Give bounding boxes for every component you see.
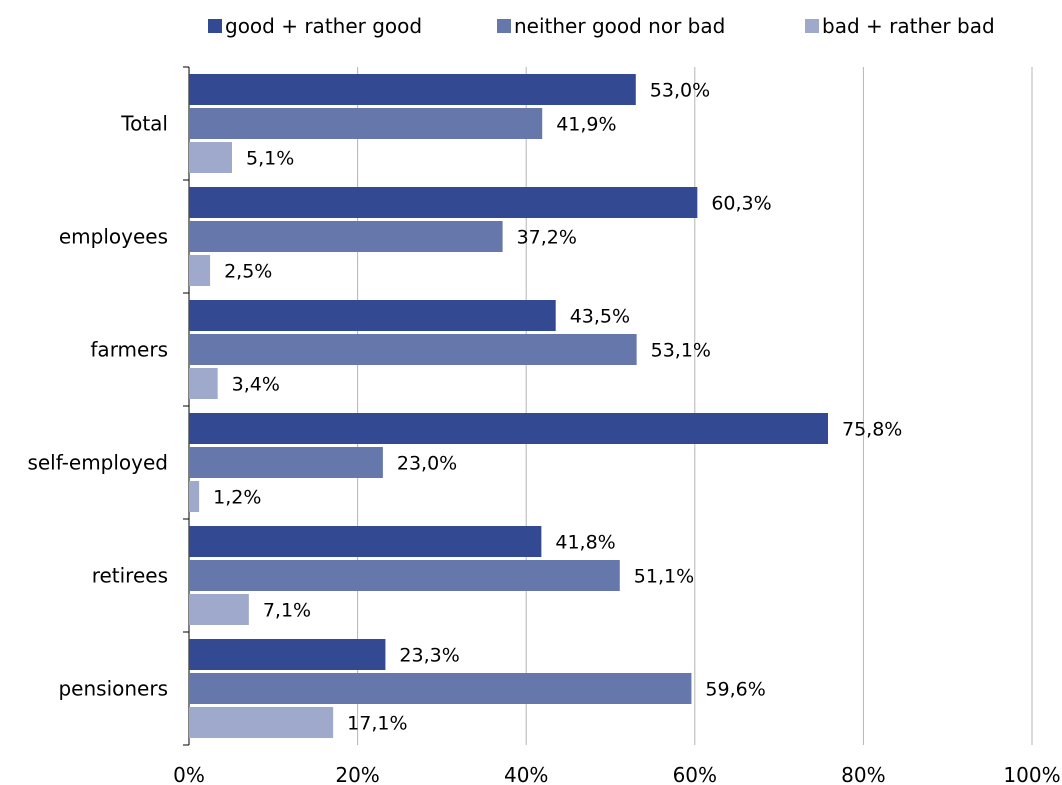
data-label: 75,8% (842, 419, 902, 441)
bar (189, 639, 386, 670)
data-label: 41,8% (555, 532, 615, 554)
bar (189, 560, 620, 591)
legend-label: neither good nor bad (514, 14, 725, 38)
category-label: farmers (90, 338, 168, 362)
data-label: 1,2% (213, 487, 261, 509)
data-label: 53,0% (650, 80, 710, 102)
bar (189, 594, 249, 625)
legend-swatch (805, 19, 819, 33)
data-label: 23,3% (399, 645, 459, 667)
data-label: 7,1% (263, 600, 311, 622)
category-label: Total (120, 112, 168, 136)
bar (189, 481, 200, 512)
data-label: 23,0% (397, 453, 457, 475)
bar (189, 526, 542, 557)
bar (189, 673, 692, 704)
bar (189, 108, 543, 139)
bar (189, 413, 828, 444)
data-label: 37,2% (517, 227, 577, 249)
legend-label: good + rather good (225, 14, 422, 38)
bar (189, 447, 383, 478)
data-label: 59,6% (705, 679, 765, 701)
data-label: 3,4% (232, 374, 280, 396)
category-label: employees (59, 225, 168, 249)
bar (189, 142, 232, 173)
legend-swatch (497, 19, 511, 33)
x-tick-label: 60% (673, 763, 717, 785)
data-label: 53,1% (651, 340, 711, 362)
x-tick-label: 80% (841, 763, 885, 785)
bar (189, 707, 334, 738)
category-label: retirees (92, 564, 168, 588)
data-label: 5,1% (246, 148, 294, 170)
x-tick-label: 100% (1003, 763, 1060, 785)
x-tick-label: 0% (173, 763, 205, 785)
x-tick-label: 20% (335, 763, 379, 785)
bar (189, 300, 556, 331)
data-label: 43,5% (570, 306, 630, 328)
legend-label: bad + rather bad (822, 14, 995, 38)
category-label: self-employed (27, 451, 168, 475)
data-label: 41,9% (556, 114, 616, 136)
legend-swatch (208, 19, 222, 33)
bar (189, 334, 637, 365)
data-label: 2,5% (224, 261, 272, 283)
category-label: pensioners (58, 677, 168, 701)
bar (189, 368, 218, 399)
data-label: 60,3% (711, 193, 771, 215)
bar (189, 187, 698, 218)
bar (189, 221, 503, 252)
bar (189, 255, 211, 286)
data-label: 51,1% (634, 566, 694, 588)
x-tick-label: 40% (504, 763, 548, 785)
bar (189, 74, 636, 105)
data-label: 17,1% (347, 713, 407, 735)
